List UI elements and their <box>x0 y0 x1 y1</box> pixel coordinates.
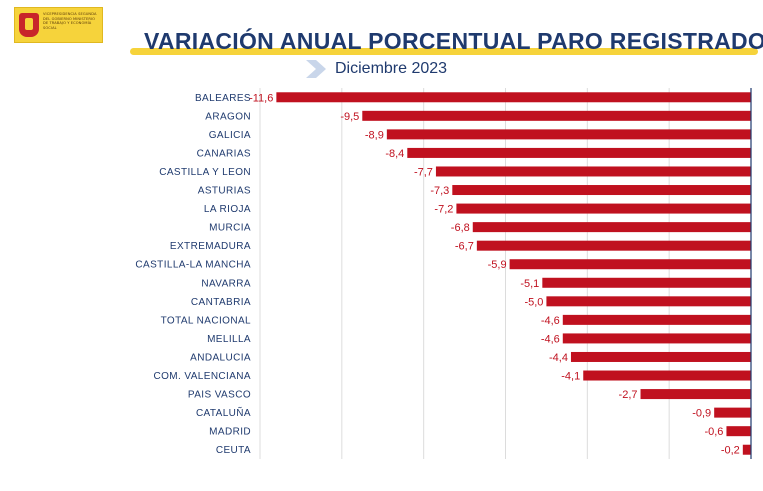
data-label: -7,7 <box>414 166 433 178</box>
bar <box>742 444 751 455</box>
bar <box>546 296 751 307</box>
data-label: -8,4 <box>385 148 404 160</box>
data-label: -0,2 <box>721 445 740 457</box>
data-label: -4,4 <box>549 352 568 364</box>
chevron-right-icon <box>306 60 326 78</box>
category-label: GALICIA <box>209 130 251 141</box>
bar <box>435 166 751 177</box>
category-label: ANDALUCIA <box>190 352 251 363</box>
data-label: -7,2 <box>434 204 453 216</box>
category-label: MELILLA <box>207 334 251 345</box>
chart-title: VARIACIÓN ANUAL PORCENTUAL PARO REGISTRA… <box>144 28 763 54</box>
data-label: -4,6 <box>541 315 560 327</box>
category-label: CANTABRIA <box>191 297 251 308</box>
data-label: -11,6 <box>249 92 273 104</box>
bar <box>509 259 751 270</box>
bar <box>276 92 751 103</box>
category-label: ARAGON <box>205 111 251 122</box>
bar <box>407 147 751 158</box>
government-logo: VICEPRESIDENCIA SEGUNDA DEL GOBIERNO MIN… <box>14 7 103 43</box>
category-label: LA RIOJA <box>204 204 251 215</box>
category-label: EXTREMADURA <box>170 241 251 252</box>
bar <box>452 185 751 196</box>
category-label: MURCIA <box>209 223 251 234</box>
data-label: -0,9 <box>692 408 711 420</box>
data-label: -5,9 <box>488 259 507 271</box>
bar <box>472 222 751 233</box>
logo-text: VICEPRESIDENCIA SEGUNDA DEL GOBIERNO MIN… <box>43 12 97 30</box>
bar <box>362 110 751 121</box>
bar <box>714 407 751 418</box>
category-label: TOTAL NACIONAL <box>161 315 251 326</box>
category-label: CASTILLA Y LEON <box>159 167 251 178</box>
bar <box>726 426 751 437</box>
data-label: -6,7 <box>455 241 474 253</box>
title-underline <box>130 48 758 55</box>
category-label: CEUTA <box>216 445 251 456</box>
category-label: COM. VALENCIANA <box>154 371 252 382</box>
category-label: ASTURIAS <box>198 186 251 197</box>
bar <box>542 277 751 288</box>
data-label: -5,0 <box>524 296 543 308</box>
category-label: BALEARES <box>195 93 251 104</box>
data-label: -4,1 <box>561 371 580 383</box>
data-label: -7,3 <box>430 185 449 197</box>
bar <box>562 333 751 344</box>
coat-of-arms-icon <box>19 13 39 37</box>
bar <box>583 370 751 381</box>
category-label: CANARIAS <box>197 148 251 159</box>
data-label: -9,5 <box>340 111 359 123</box>
category-label: MADRID <box>209 427 251 438</box>
chart-subtitle: Diciembre 2023 <box>335 60 448 77</box>
category-label: CASTILLA-LA MANCHA <box>135 260 251 271</box>
bar <box>456 203 751 214</box>
data-label: -8,9 <box>365 129 384 141</box>
data-label: -6,8 <box>451 222 470 234</box>
data-label: -2,7 <box>619 389 638 401</box>
data-label: -4,6 <box>541 333 560 345</box>
bar <box>570 351 751 362</box>
category-label: CATALUÑA <box>196 406 251 419</box>
bar <box>640 389 751 400</box>
bar <box>562 314 751 325</box>
bar <box>386 129 751 140</box>
data-label: -5,1 <box>520 278 539 290</box>
category-label: PAIS VASCO <box>188 390 251 401</box>
data-label: -0,6 <box>704 426 723 438</box>
category-label: NAVARRA <box>201 278 251 289</box>
bar <box>476 240 751 251</box>
